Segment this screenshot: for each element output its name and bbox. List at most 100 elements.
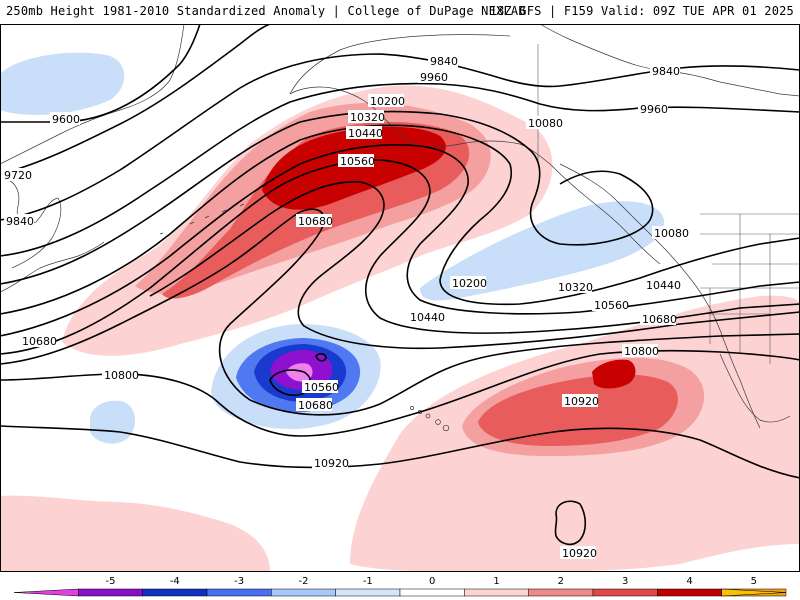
contour-label: 10680 — [296, 398, 333, 412]
colorbar-segment — [528, 588, 594, 597]
contour-label: 10080 — [526, 116, 563, 130]
svg-text:10200: 10200 — [452, 277, 487, 290]
contour-label: 10680 — [296, 214, 333, 228]
colorbar-tick-label: 3 — [622, 576, 628, 587]
map-canvas: 9600 9720 9840 9840 9840 9960 9960 10080… — [0, 24, 800, 572]
colorbar-segment — [78, 588, 143, 597]
colorbar-segment — [592, 588, 658, 597]
svg-text:10800: 10800 — [104, 369, 139, 382]
svg-text:10560: 10560 — [304, 381, 339, 394]
svg-text:10440: 10440 — [646, 279, 681, 292]
contour-label: 10200 — [450, 276, 487, 290]
colorbar-arrow-right — [721, 588, 787, 597]
contour-label: 9840 — [650, 64, 680, 78]
svg-text:10080: 10080 — [654, 227, 689, 240]
svg-text:10680: 10680 — [22, 335, 57, 348]
svg-text:10800: 10800 — [624, 345, 659, 358]
contour-10920 — [0, 425, 800, 479]
colorbar-segment — [399, 588, 465, 597]
svg-text:10920: 10920 — [314, 457, 349, 470]
canada-coastline — [539, 24, 800, 97]
contour-closed-low — [315, 353, 327, 362]
contour-label: 9840 — [4, 214, 34, 228]
colorbar-tick-label: 2 — [558, 576, 564, 587]
svg-text:9960: 9960 — [420, 71, 448, 84]
anomaly-pos1-southwest — [0, 495, 270, 572]
colorbar-tick-label: 1 — [493, 576, 499, 587]
contour-10080 — [0, 110, 654, 285]
anomaly-neg1-northwest — [0, 52, 125, 115]
svg-text:10920: 10920 — [562, 547, 597, 560]
colorbar-segment — [271, 588, 336, 597]
contour-label: 10680 — [20, 334, 57, 348]
colorbar-tick-label: -1 — [363, 576, 373, 587]
contour-label: 9960 — [638, 102, 668, 116]
anomaly-neg1-gulf — [420, 201, 665, 301]
contour-labels: 9600 9720 9840 9840 9840 9960 9960 10080… — [0, 54, 689, 560]
colorbar-tick-label: 5 — [751, 576, 757, 587]
contour-label: 9960 — [418, 70, 448, 84]
contour-9600 — [0, 24, 201, 123]
svg-text:10680: 10680 — [298, 215, 333, 228]
geography — [0, 24, 800, 432]
anomaly-pos4-southeast — [592, 359, 636, 389]
colorbar-arrow-left — [13, 588, 79, 597]
contour-label: 10440 — [408, 310, 445, 324]
colorbar-segment — [464, 588, 529, 597]
contour-label: 9600 — [50, 112, 80, 126]
colorbar-ticks: -5 -4 -3 -2 -1 0 1 2 3 4 5 — [106, 576, 758, 587]
contour-9720 — [0, 24, 271, 175]
contour-10320 — [0, 144, 800, 337]
svg-text:10080: 10080 — [528, 117, 563, 130]
svg-text:9720: 9720 — [4, 169, 32, 182]
contour-label: 10440 — [346, 126, 383, 140]
japan-kuril-coastline — [0, 241, 105, 293]
svg-text:10320: 10320 — [558, 281, 593, 294]
colorbar-segments — [13, 588, 787, 597]
svg-text:10680: 10680 — [298, 399, 333, 412]
svg-text:10920: 10920 — [564, 395, 599, 408]
contour-label: 9840 — [428, 54, 458, 68]
map-title: 250mb Height 1981-2010 Standardized Anom… — [6, 4, 526, 18]
colorbar-segment — [206, 588, 272, 597]
svg-text:10320: 10320 — [350, 111, 385, 124]
colorbar-tick-label: 0 — [429, 576, 435, 587]
svg-text:10560: 10560 — [340, 155, 375, 168]
colorbar-segment — [335, 588, 401, 597]
contour-label: 10080 — [652, 226, 689, 240]
title-bar: 250mb Height 1981-2010 Standardized Anom… — [0, 0, 800, 24]
baja-coastline — [719, 353, 791, 423]
contour-label: 10920 — [562, 394, 599, 408]
alaska-coastline — [289, 86, 661, 265]
svg-text:10440: 10440 — [348, 127, 383, 140]
svg-text:10680: 10680 — [642, 313, 677, 326]
anomaly-neg1-south — [90, 400, 136, 444]
contour-label: 10680 — [640, 312, 677, 326]
contour-label: 10920 — [312, 456, 349, 470]
contour-10680 — [0, 208, 800, 416]
contour-label: 10320 — [556, 280, 593, 294]
colorbar-tick-label: -5 — [106, 576, 116, 587]
colorbar-segment — [657, 588, 722, 597]
svg-text:9840: 9840 — [6, 215, 34, 228]
colorbar-svg: -5 -4 -3 -2 -1 0 1 2 3 4 5 — [13, 576, 787, 597]
contour-label: 10800 — [102, 368, 139, 382]
svg-text:9960: 9960 — [640, 103, 668, 116]
alaska-north-coast — [289, 34, 511, 95]
colorbar-tick-label: -3 — [234, 576, 244, 587]
colorbar-segment — [142, 588, 208, 597]
svg-text:10440: 10440 — [410, 311, 445, 324]
contour-10440 — [0, 159, 800, 355]
contour-label: 10920 — [560, 546, 597, 560]
contour-label: 10320 — [348, 110, 385, 124]
contour-label: 10800 — [622, 344, 659, 358]
colorbar-tick-label: -2 — [299, 576, 309, 587]
svg-text:9840: 9840 — [430, 55, 458, 68]
anomaly-colorbar: -5 -4 -3 -2 -1 0 1 2 3 4 5 — [0, 572, 800, 600]
svg-text:10560: 10560 — [594, 299, 629, 312]
contour-10200 — [0, 124, 800, 315]
anomaly-pos4-ridge — [262, 126, 446, 210]
us-state-borders — [700, 213, 800, 364]
contour-label: 10560 — [338, 154, 375, 168]
contour-10920-south — [554, 500, 587, 546]
